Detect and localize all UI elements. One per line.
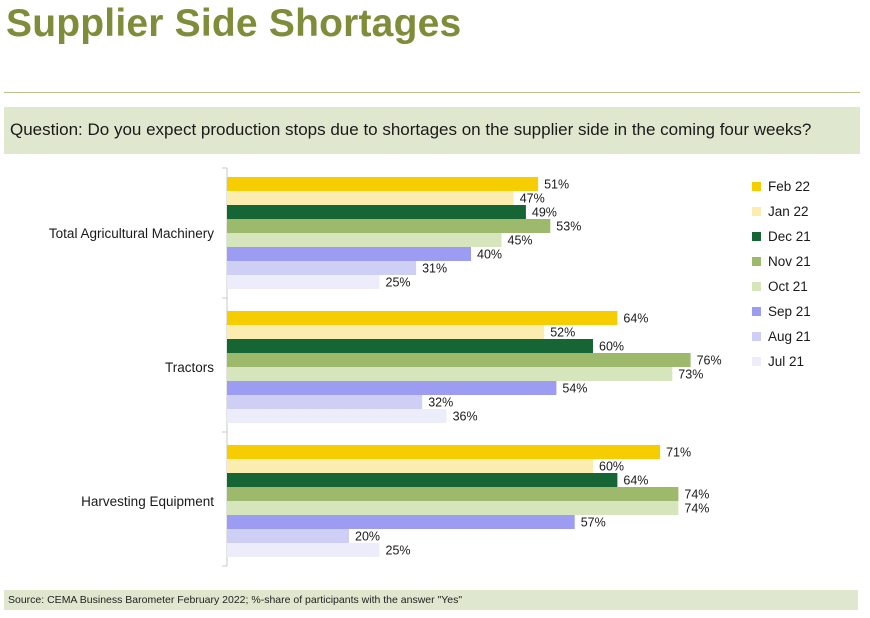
data-label: 76% xyxy=(697,354,722,368)
bar xyxy=(227,311,618,325)
legend-swatch xyxy=(752,332,761,341)
chart-bars xyxy=(227,177,691,557)
bar xyxy=(227,247,471,261)
bar xyxy=(227,177,539,191)
bar xyxy=(227,543,380,557)
data-label: 64% xyxy=(623,312,648,326)
legend-swatch xyxy=(752,357,761,366)
data-label: 60% xyxy=(599,460,624,474)
bar xyxy=(227,233,502,247)
bar xyxy=(227,473,618,487)
data-label: 73% xyxy=(678,368,703,382)
data-label: 40% xyxy=(477,248,502,262)
category-label: Harvesting Equipment xyxy=(81,494,214,509)
legend-label: Oct 21 xyxy=(768,279,808,294)
legend-swatch xyxy=(752,207,761,216)
data-label: 71% xyxy=(666,446,691,460)
legend-swatch xyxy=(752,232,761,241)
data-label: 54% xyxy=(562,382,587,396)
data-label: 25% xyxy=(386,276,411,290)
bar xyxy=(227,487,679,501)
bar xyxy=(227,367,673,381)
bar xyxy=(227,409,447,423)
legend-swatch xyxy=(752,182,761,191)
chart-value-labels: 51%47%49%53% 45% 40% 31% 25% 64% 52% 60% 76%73% 5… xyxy=(355,178,722,558)
bar xyxy=(227,529,349,543)
question-banner: Question: Do you expect production stops… xyxy=(4,107,860,154)
page-title: Supplier Side Shortages xyxy=(6,2,462,45)
legend-label: Feb 22 xyxy=(768,179,810,194)
bar xyxy=(227,205,526,219)
bar xyxy=(227,459,593,473)
legend-label: Dec 21 xyxy=(768,229,811,244)
data-label: 52% xyxy=(550,326,575,340)
bar xyxy=(227,325,545,339)
category-label: Tractors xyxy=(165,360,214,375)
source-note: Source: CEMA Business Barometer February… xyxy=(4,590,858,610)
bar xyxy=(227,395,423,409)
data-label: 36% xyxy=(453,410,478,424)
chart-legend: Feb 22 Jan 22 Dec 21 Nov 21 Oct 21 Sep 21 Aug … xyxy=(752,179,811,369)
legend-label: Aug 21 xyxy=(768,329,811,344)
bar xyxy=(227,275,380,289)
legend-label: Jul 21 xyxy=(768,354,804,369)
bar xyxy=(227,353,691,367)
bar xyxy=(227,445,661,459)
data-label: 25% xyxy=(386,544,411,558)
data-label: 49% xyxy=(532,206,557,220)
bar xyxy=(227,191,514,205)
data-label: 51% xyxy=(544,178,569,192)
legend-swatch xyxy=(752,307,761,316)
legend-label: Jan 22 xyxy=(768,204,809,219)
chart-category-labels: Total Agricultural Machinery Tractors Harv… xyxy=(49,226,214,509)
data-label: 60% xyxy=(599,340,624,354)
bar xyxy=(227,501,679,515)
data-label: 20% xyxy=(355,530,380,544)
data-label: 64% xyxy=(623,474,648,488)
data-label: 74% xyxy=(684,502,709,516)
data-label: 53% xyxy=(556,220,581,234)
data-label: 31% xyxy=(422,262,447,276)
title-divider xyxy=(4,92,860,93)
bar xyxy=(227,515,575,529)
legend-swatch xyxy=(752,257,761,266)
data-label: 32% xyxy=(428,396,453,410)
bar xyxy=(227,381,557,395)
chart-axis xyxy=(222,167,228,567)
data-label: 74% xyxy=(684,488,709,502)
data-label: 57% xyxy=(581,516,606,530)
data-label: 47% xyxy=(520,192,545,206)
data-label: 45% xyxy=(508,234,533,248)
legend-swatch xyxy=(752,282,761,291)
bar xyxy=(227,219,551,233)
category-label: Total Agricultural Machinery xyxy=(49,226,214,241)
legend-label: Sep 21 xyxy=(768,304,811,319)
legend-label: Nov 21 xyxy=(768,254,811,269)
bar xyxy=(227,339,593,353)
bar xyxy=(227,261,417,275)
